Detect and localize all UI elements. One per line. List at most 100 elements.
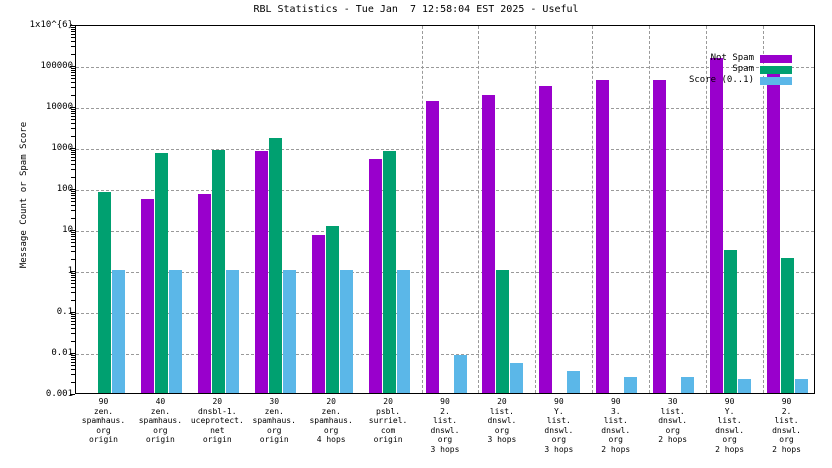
y-minor-tick	[71, 283, 75, 285]
y-minor-tick	[71, 78, 75, 80]
y-minor-tick	[71, 198, 75, 200]
y-minor-tick	[71, 328, 75, 330]
bar-score-0-1	[795, 378, 809, 393]
bar-not-spam	[311, 235, 325, 393]
y-minor-tick	[71, 287, 75, 289]
y-tick-mark	[70, 107, 75, 108]
y-axis-tick-labels: 1x10^{6} 100000 10000 1000 100 10 1 0.1 0.01 0.00…	[0, 21, 75, 399]
bar-score-0-1	[111, 270, 125, 393]
y-tick-label: 10000	[45, 102, 73, 112]
y-minor-tick	[71, 154, 75, 156]
y-minor-tick	[71, 46, 75, 48]
bar-not-spam	[596, 80, 610, 393]
y-minor-tick	[71, 362, 75, 364]
y-minor-tick	[71, 192, 75, 194]
y-minor-tick	[71, 315, 75, 317]
gridline-horizontal	[76, 108, 814, 109]
y-minor-tick	[71, 205, 75, 207]
legend-label: Score (0..1)	[688, 75, 754, 85]
y-tick-mark	[70, 189, 75, 190]
y-tick-label: 1	[67, 266, 73, 276]
y-minor-tick	[71, 135, 75, 137]
y-minor-tick	[71, 87, 75, 89]
bar-score-0-1	[681, 376, 695, 393]
x-tick-label: 90 zen. spamhaus. org origin	[81, 397, 126, 445]
y-minor-tick	[71, 128, 75, 130]
y-minor-tick	[71, 110, 75, 112]
y-minor-tick	[71, 210, 75, 212]
y-minor-tick	[71, 34, 75, 36]
y-minor-tick	[71, 82, 75, 84]
y-tick-label: 0.001	[45, 389, 73, 399]
y-minor-tick	[71, 113, 75, 115]
y-tick-label: 100000	[40, 61, 73, 71]
bar-spam	[268, 137, 282, 393]
bar-score-0-1	[282, 270, 296, 393]
bar-score-0-1	[396, 270, 410, 393]
bar-spam	[724, 250, 738, 393]
x-tick-label: 20 psbl. surriel. com origin	[368, 397, 408, 445]
legend-swatch	[760, 65, 792, 74]
y-minor-tick	[71, 164, 75, 166]
x-tick-label: 30 zen. spamhaus. org origin	[252, 397, 296, 445]
bar-not-spam	[482, 94, 496, 393]
y-tick-label: 1x10^{6}	[29, 20, 73, 30]
x-tick-label: 90 2. list. dnswl. org 2 hops	[772, 397, 801, 454]
y-minor-tick	[71, 75, 75, 77]
y-tick-mark	[70, 66, 75, 67]
y-minor-tick	[71, 28, 75, 30]
bar-spam	[781, 257, 795, 393]
gridline-vertical	[421, 26, 423, 393]
bar-spam	[382, 150, 396, 393]
y-axis-title: Message Count or Spam Score	[19, 121, 29, 269]
bar-score-0-1	[225, 270, 239, 393]
y-minor-tick	[71, 374, 75, 376]
gridline-vertical	[478, 26, 480, 393]
bar-spam	[211, 149, 225, 393]
bar-score-0-1	[738, 378, 752, 393]
y-minor-tick	[71, 195, 75, 197]
y-minor-tick	[71, 340, 75, 342]
plot-area: Not Spam Spam Score (0..1)	[75, 25, 815, 394]
gridline-vertical	[535, 26, 537, 393]
y-minor-tick	[71, 53, 75, 55]
legend-item: Spam	[732, 65, 792, 74]
y-minor-tick	[71, 324, 75, 326]
y-minor-tick	[71, 313, 75, 315]
y-minor-tick	[71, 333, 75, 335]
bar-score-0-1	[339, 270, 353, 393]
bar-not-spam	[254, 150, 268, 393]
y-minor-tick	[71, 321, 75, 323]
y-minor-tick	[71, 201, 75, 203]
bar-score-0-1	[510, 362, 524, 393]
gridline-horizontal	[76, 149, 814, 150]
bar-score-0-1	[624, 376, 638, 393]
y-minor-tick	[71, 239, 75, 241]
gridline-horizontal	[76, 190, 814, 191]
x-tick-label: 90 Y. list. dnswl. org 2 hops	[715, 397, 745, 454]
y-tick-label: 0.1	[56, 307, 73, 317]
legend-swatch	[760, 54, 792, 63]
legend: Not Spam Spam Score (0..1)	[689, 54, 792, 85]
y-tick-mark	[70, 394, 75, 395]
x-tick-label: 20 dnsbl-1. uceprotect. net origin	[190, 397, 244, 445]
bar-spam	[325, 225, 339, 393]
bar-not-spam	[368, 159, 382, 393]
bar-score-0-1	[567, 370, 581, 393]
y-minor-tick	[71, 233, 75, 235]
bar-score-0-1	[453, 354, 467, 393]
gridline-vertical	[649, 26, 651, 393]
y-minor-tick	[71, 231, 75, 233]
y-minor-tick	[71, 149, 75, 151]
y-minor-tick	[71, 69, 75, 71]
x-tick-label: 90 3. list. dnswl. org 2 hops	[601, 397, 631, 454]
bar-not-spam	[197, 193, 211, 393]
y-tick-label: 100	[56, 184, 73, 194]
y-minor-tick	[71, 280, 75, 282]
chart-title: RBL Statistics - Tue Jan 7 12:58:04 EST …	[253, 4, 579, 15]
legend-item: Score (0..1)	[689, 76, 792, 85]
x-tick-label: 90 2. list. dnswl. org 3 hops	[430, 397, 460, 454]
y-tick-mark	[70, 148, 75, 149]
y-minor-tick	[71, 67, 75, 69]
